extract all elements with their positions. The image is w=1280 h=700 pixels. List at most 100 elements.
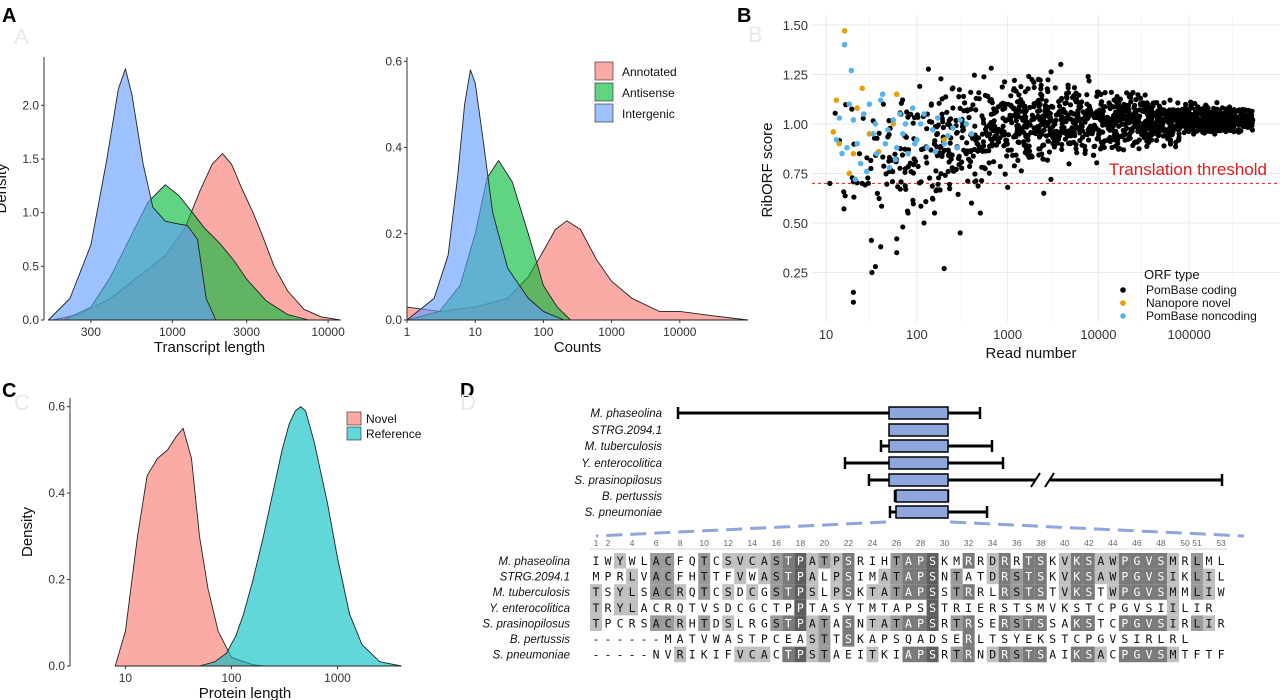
alignment-residue: T	[1025, 616, 1032, 630]
density-chart-transcript-length: 0.0 0.5 1.0 1.5 2.0 300 1000 3000 10000 Transcrip…	[0, 57, 345, 356]
scatter-point-pombase-noncoding	[945, 133, 951, 139]
scatter-point-coding	[900, 224, 906, 230]
scatter-point-coding	[1113, 138, 1119, 144]
scatter-point-coding	[1136, 146, 1142, 152]
alignment-shade	[1154, 615, 1167, 631]
alignment-residue: S	[1013, 648, 1020, 662]
alignment-residue: A	[1049, 648, 1056, 662]
scatter-point-coding	[1142, 103, 1148, 109]
alignment-residue: P	[605, 570, 612, 584]
scatter-point-pombase-noncoding	[836, 115, 843, 121]
diagram-species-label: S. prasinopilosus	[574, 475, 662, 487]
scatter-point-coding	[1004, 153, 1010, 159]
scatter-point-coding	[1086, 137, 1092, 143]
diagram-species-label: M. tuberculosis	[585, 441, 663, 453]
alignment-residue: A	[1061, 616, 1068, 630]
scatter-point-coding	[1036, 108, 1042, 114]
scatter-point-pombase-noncoding	[870, 131, 876, 137]
alignment-residue: Q	[689, 585, 696, 599]
scatter-point-pombase-noncoding	[897, 111, 903, 117]
alignment-shade	[818, 553, 831, 569]
alignment-shade	[674, 615, 687, 631]
position-label: 42	[1084, 538, 1094, 548]
scatter-point-coding	[961, 147, 967, 153]
scatter-point-coding	[915, 163, 921, 169]
alignment-residue: M	[1182, 585, 1189, 599]
alignment-shade	[866, 584, 879, 600]
alignment-residue: V	[1049, 601, 1056, 615]
scatter-point-coding	[970, 153, 976, 159]
scatter-point-nanopore-novel	[854, 105, 860, 111]
scatter-point-coding	[1007, 112, 1013, 118]
scatter-point-coding	[1031, 79, 1037, 85]
density-chart-counts: 0.0 0.2 0.4 0.6 1 10 100 1000 10000 Counts	[385, 54, 749, 356]
alignment-shade	[662, 568, 675, 585]
scatter-point-coding	[856, 151, 863, 157]
axis-break-mark	[1030, 472, 1041, 488]
alignment-residue: S	[809, 632, 816, 646]
alignment-residue: C	[737, 601, 744, 615]
scatter-point-coding	[961, 108, 967, 114]
scatter-point-coding	[1074, 150, 1080, 156]
scatter-point-coding	[1026, 143, 1032, 149]
alignment-residue: K	[1073, 616, 1080, 630]
y-tick-label: 1.50	[783, 18, 808, 33]
alignment-residue: R	[977, 554, 984, 568]
alignment-shade	[998, 553, 1011, 569]
alignment-shade	[590, 615, 603, 631]
alignment-residue: K	[1049, 554, 1056, 568]
scatter-point-coding	[1124, 102, 1130, 109]
alignment-shade	[1010, 568, 1023, 585]
alignment-shade	[842, 568, 855, 585]
scatter-point-pombase-noncoding	[924, 144, 930, 151]
alignment-residue: T	[1206, 648, 1213, 662]
scatter-point-coding	[849, 106, 855, 112]
scatter-point-coding	[1102, 90, 1108, 96]
scatter-point-coding	[1053, 112, 1059, 118]
alignment-residue: K	[857, 632, 864, 646]
scatter-point-coding	[972, 171, 978, 177]
y-tick-label: 0.2	[385, 227, 402, 241]
alignment-residue: M	[869, 601, 876, 615]
alignment-residue: V	[701, 601, 708, 615]
alignment-residue: A	[905, 616, 912, 630]
scatter-point-coding	[1037, 146, 1043, 152]
alignment-residue: A	[809, 570, 816, 584]
scatter-point-coding	[991, 159, 997, 165]
alignment-residue: S	[725, 554, 732, 568]
scatter-point-pombase-noncoding	[892, 156, 899, 163]
scatter-point-coding	[868, 165, 874, 172]
scatter-point-coding	[1109, 144, 1115, 151]
alignment-residue: S	[725, 616, 732, 630]
y-tick-label: 0.25	[783, 265, 808, 280]
scatter-point-coding	[968, 89, 974, 95]
diagram-species-label: M. phaseolina	[590, 408, 662, 420]
alignment-residue: A	[653, 570, 660, 584]
alignment-residue: F	[677, 554, 684, 568]
scatter-point-coding	[1107, 102, 1114, 108]
scatter-point-pombase-noncoding	[905, 150, 911, 157]
scatter-point-pombase-noncoding	[850, 117, 857, 123]
alignment-residue: Q	[905, 632, 912, 646]
alignment-residue: A	[821, 601, 828, 615]
scatter-point-coding	[1116, 105, 1123, 111]
alignment-residue: L	[1194, 554, 1201, 568]
scatter-point-coding	[947, 140, 953, 146]
alignment-species-label: STRG.2094.1	[500, 572, 570, 584]
scatter-point-coding	[1157, 120, 1163, 126]
alignment-shade	[746, 646, 759, 663]
alignment-residue: F	[677, 570, 684, 584]
x-tick-label: 3000	[233, 325, 260, 339]
alignment-residue: W	[629, 554, 636, 568]
alignment-residue: R	[665, 601, 672, 615]
scatter-point-coding	[1214, 115, 1220, 121]
scatter-point-pombase-noncoding	[885, 127, 891, 133]
scatter-point-coding	[1073, 90, 1079, 96]
alignment-residue: E	[953, 632, 960, 646]
alignment-shade	[1191, 584, 1204, 600]
legend-label-intergenic: Intergenic	[622, 107, 675, 121]
alignment-residue: T	[1025, 585, 1032, 599]
scatter-point-coding	[962, 100, 968, 106]
scatter-point-coding	[918, 203, 924, 209]
axis-break-mark	[1044, 472, 1055, 488]
